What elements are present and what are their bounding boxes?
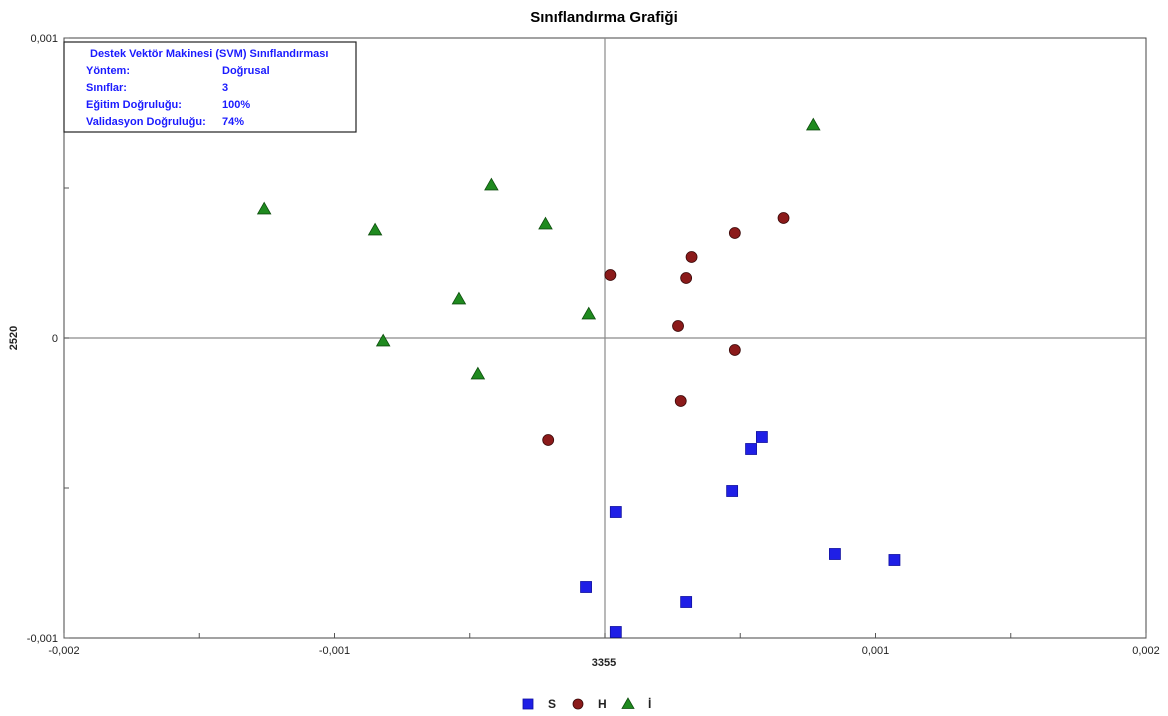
y-tick-label: 0,001 [30, 33, 58, 45]
data-point [805, 117, 821, 131]
info-box-value: 3 [222, 82, 228, 94]
series-circle [542, 212, 790, 446]
legend-marker [621, 697, 635, 709]
y-tick-label: 0 [52, 333, 58, 345]
data-point [542, 434, 555, 446]
data-point [609, 626, 622, 638]
data-point [888, 554, 901, 566]
legend-marker [522, 698, 534, 710]
info-box-value: Doğrusal [222, 65, 270, 77]
data-point [680, 272, 693, 284]
data-point [451, 291, 467, 305]
data-point [484, 177, 499, 191]
info-box-value: 74% [222, 116, 244, 128]
data-point [674, 395, 687, 407]
data-point [728, 227, 741, 239]
data-point [375, 333, 391, 347]
info-box-key: Yöntem: [86, 65, 130, 77]
legend-label: H [598, 697, 607, 711]
legend-label: S [548, 697, 556, 711]
data-point [609, 506, 622, 518]
info-box-frame [63, 41, 357, 133]
legend-marker [572, 698, 584, 710]
x-tick-label: 0,001 [862, 645, 890, 657]
chart-title: Sınıflandırma Grafiği [530, 9, 678, 26]
data-point [367, 222, 383, 236]
series-square [580, 431, 901, 638]
info-box-value: 100% [222, 99, 250, 111]
y-tick-label: -0,001 [27, 633, 58, 645]
data-point [728, 344, 741, 356]
data-point [685, 251, 698, 263]
info-box: Destek Vektör Makinesi (SVM) Sınıflandır… [63, 41, 357, 133]
info-box-key: Eğitim Doğruluğu: [86, 99, 182, 111]
data-point [755, 431, 768, 443]
data-point [672, 320, 684, 332]
data-point [581, 306, 597, 320]
data-point [604, 269, 617, 281]
info-box-key: Validasyon Doğruluğu: [86, 116, 206, 128]
data-point [726, 485, 739, 497]
data-point [470, 366, 486, 380]
points-layer [256, 117, 901, 638]
y-axis-label: 2520 [8, 326, 20, 350]
data-point [538, 216, 553, 230]
data-point [829, 548, 841, 560]
x-tick-label: 0,002 [1132, 645, 1160, 657]
legend-label: İ [648, 696, 651, 711]
data-point [580, 581, 592, 593]
x-tick-label: -0,002 [48, 645, 79, 657]
info-box-key: Sınıflar: [86, 82, 127, 94]
x-tick-label: -0,001 [319, 645, 350, 657]
data-point [777, 212, 790, 224]
x-axis-label: 3355 [592, 657, 616, 669]
series-triangle [256, 117, 821, 380]
data-point [256, 201, 272, 215]
data-point [680, 596, 693, 608]
data-point [745, 443, 757, 455]
info-box-title: Destek Vektör Makinesi (SVM) Sınıflandır… [90, 48, 328, 60]
